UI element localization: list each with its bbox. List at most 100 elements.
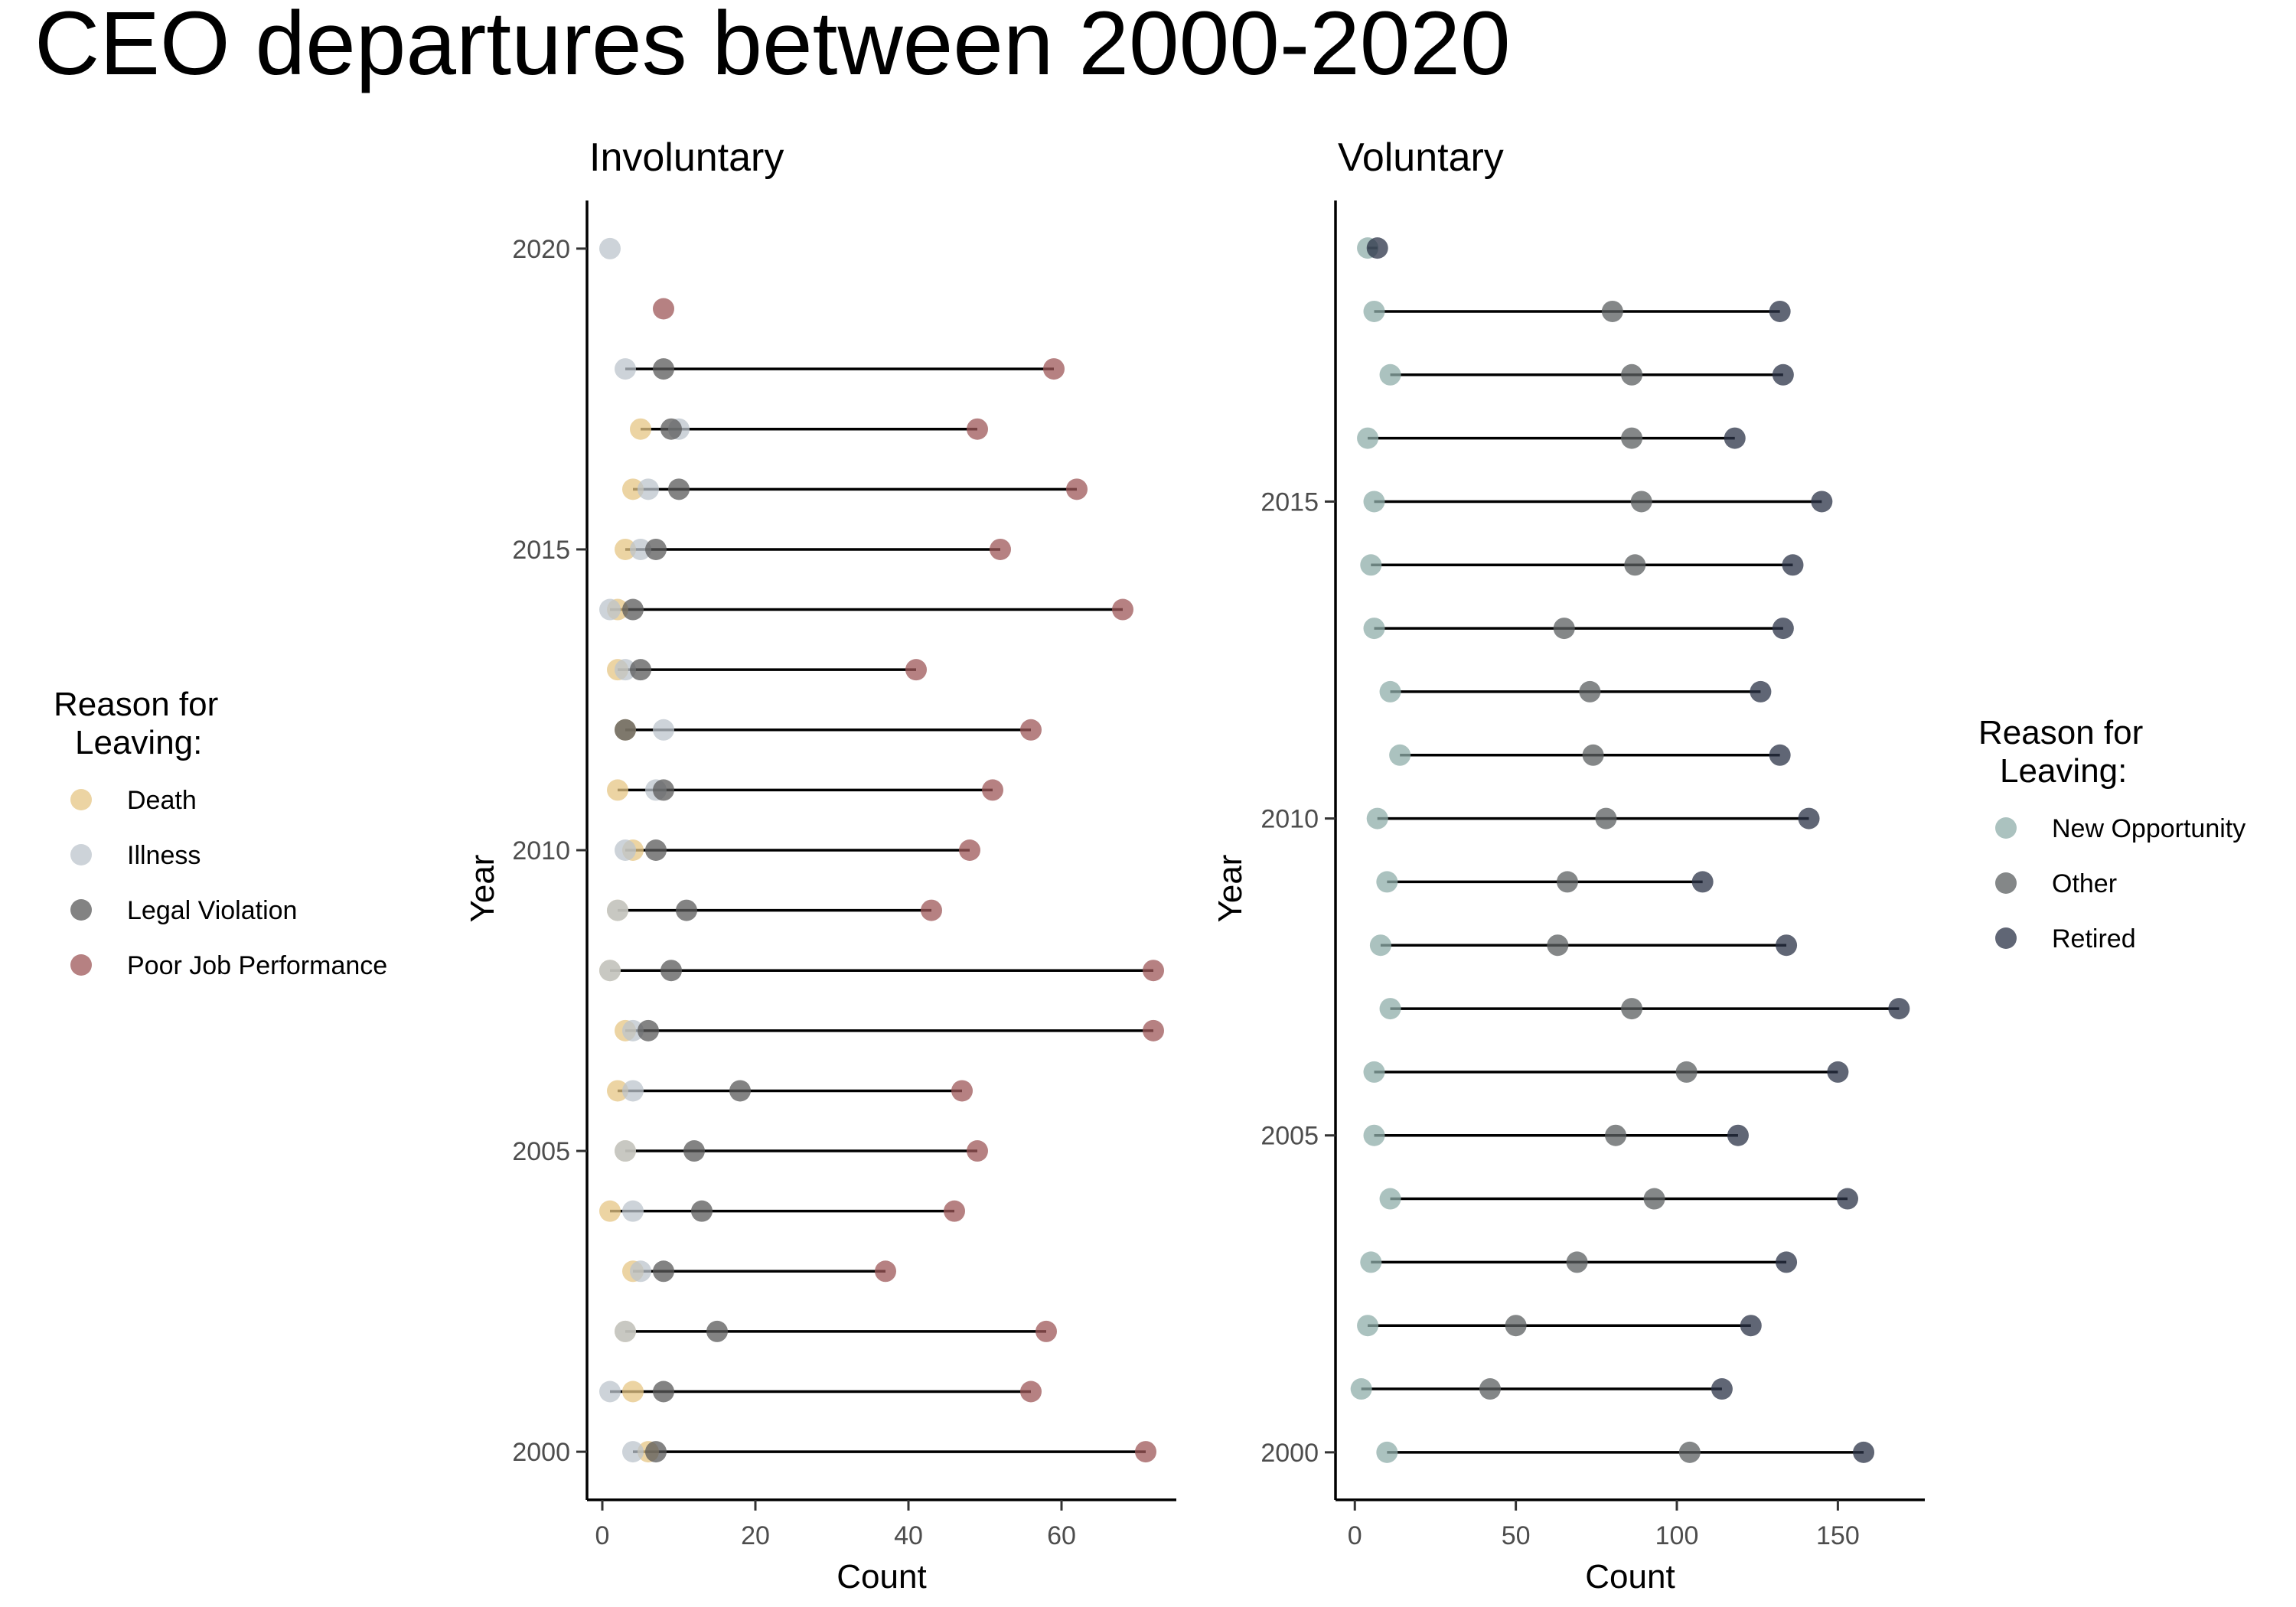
y-tick-label: 2010: [512, 836, 570, 865]
data-point-illness-2010: [615, 839, 636, 861]
y-tick-label: 2015: [1261, 487, 1319, 517]
legend-title-line: Reason for: [1978, 714, 2143, 751]
data-point-illness-2004: [622, 1200, 644, 1222]
data-point-poor-job-performance-2005: [967, 1140, 988, 1162]
series-poor-job-performance: [653, 298, 1164, 1463]
data-point-legal-violation-2016: [668, 478, 690, 500]
legend-label-new-opportunity: New Opportunity: [2052, 814, 2245, 843]
data-point-legal-violation-2010: [645, 839, 667, 861]
data-point-poor-job-performance-2013: [905, 659, 927, 681]
data-point-legal-violation-2006: [729, 1080, 751, 1102]
data-point-other-2009: [1556, 871, 1578, 893]
data-point-other-2015: [1630, 491, 1652, 513]
legend-title-line: Leaving:: [2000, 752, 2127, 790]
data-point-poor-job-performance-2001: [1020, 1380, 1042, 1403]
legend-swatch-illness: [70, 844, 92, 865]
data-point-retired-2004: [1837, 1188, 1859, 1210]
data-point-new-opportunity-2005: [1363, 1124, 1385, 1146]
data-point-poor-job-performance-2004: [944, 1200, 965, 1222]
data-point-retired-2007: [1888, 998, 1910, 1020]
y-axis-label: Year: [1212, 855, 1249, 923]
data-point-other-2013: [1553, 618, 1575, 640]
data-point-other-2006: [1675, 1061, 1698, 1083]
data-point-new-opportunity-2003: [1360, 1251, 1382, 1273]
y-axis-label: Year: [464, 855, 501, 923]
data-point-poor-job-performance-2002: [1035, 1320, 1057, 1342]
legend-swatch-legal-violation: [70, 899, 92, 921]
data-point-illness-2018: [615, 358, 636, 380]
data-point-poor-job-performance-2009: [921, 899, 942, 921]
data-point-retired-2001: [1711, 1378, 1733, 1400]
legend-swatch-poor-job-performance: [70, 954, 92, 976]
x-tick-label: 40: [894, 1521, 923, 1550]
data-point-retired-2017: [1772, 363, 1794, 386]
data-point-new-opportunity-2001: [1350, 1378, 1372, 1400]
data-point-death-2011: [607, 779, 628, 801]
data-point-illness-2003: [630, 1260, 651, 1283]
data-point-illness-2015: [630, 538, 651, 560]
data-point-poor-job-performance-2019: [653, 298, 674, 320]
x-tick-label: 60: [1047, 1521, 1076, 1550]
series-new-opportunity: [1350, 237, 1411, 1463]
data-point-poor-job-performance-2008: [1143, 960, 1164, 982]
data-point-new-opportunity-2010: [1366, 807, 1388, 830]
data-point-retired-2018: [1769, 300, 1791, 322]
data-point-new-opportunity-2008: [1369, 934, 1391, 957]
series-other: [1479, 300, 1701, 1463]
legend-swatch-death: [70, 789, 92, 810]
data-point-new-opportunity-2009: [1376, 871, 1398, 893]
y-tick-label: 2000: [1261, 1439, 1319, 1468]
data-point-illness-2020: [599, 237, 621, 259]
y-tick-label: 2020: [512, 235, 570, 264]
data-point-poor-job-performance-2006: [951, 1080, 973, 1102]
data-point-legal-violation-2015: [645, 538, 667, 560]
data-point-new-opportunity-2016: [1357, 427, 1379, 449]
data-point-retired-2005: [1727, 1124, 1749, 1146]
data-point-other-2012: [1579, 680, 1601, 702]
data-point-poor-job-performance-2015: [990, 538, 1011, 560]
data-point-legal-violation-2012: [615, 719, 636, 741]
data-point-retired-2015: [1811, 491, 1833, 513]
data-point-legal-violation-2002: [706, 1320, 728, 1342]
data-point-retired-2012: [1750, 680, 1772, 702]
data-point-poor-job-performance-2012: [1020, 719, 1042, 741]
data-point-legal-violation-2001: [653, 1380, 674, 1403]
y-tick-label: 2005: [512, 1137, 570, 1166]
legend-title-line: Leaving:: [75, 724, 202, 761]
data-point-retired-2000: [1853, 1441, 1875, 1463]
data-point-death-2015: [615, 538, 636, 560]
x-tick-label: 0: [595, 1521, 610, 1550]
x-tick-label: 100: [1655, 1521, 1699, 1550]
data-point-legal-violation-2005: [683, 1140, 705, 1162]
data-point-legal-violation-2000: [645, 1441, 667, 1463]
data-point-other-2004: [1643, 1188, 1665, 1210]
data-point-other-2016: [1621, 427, 1643, 449]
legend-label-illness: Illness: [127, 841, 201, 870]
data-point-new-opportunity-2015: [1363, 491, 1385, 513]
data-point-other-2000: [1678, 1441, 1701, 1463]
data-point-legal-violation-2008: [660, 960, 682, 982]
data-point-new-opportunity-2013: [1363, 618, 1385, 640]
panel-voluntary: Voluntary 0 50 100 150 2000 2005 2010 2015 Count Y…: [1212, 135, 2245, 1596]
data-point-retired-2009: [1691, 871, 1714, 893]
data-point-illness-2006: [622, 1080, 644, 1102]
legend-label-legal-violation: Legal Violation: [127, 896, 297, 925]
x-tick-label: 20: [741, 1521, 770, 1550]
legend-label-other: Other: [2052, 869, 2117, 898]
legend-label-poor-job-performance: Poor Job Performance: [127, 951, 387, 980]
data-point-poor-job-performance-2000: [1135, 1441, 1156, 1463]
data-point-poor-job-performance-2017: [967, 418, 988, 440]
data-point-poor-job-performance-2018: [1043, 358, 1065, 380]
data-point-illness-2005: [615, 1140, 636, 1162]
data-point-legal-violation-2007: [638, 1019, 659, 1041]
data-point-poor-job-performance-2011: [982, 779, 1003, 801]
data-point-new-opportunity-2002: [1357, 1315, 1379, 1337]
data-point-new-opportunity-2007: [1379, 998, 1401, 1020]
data-point-new-opportunity-2004: [1379, 1188, 1401, 1210]
data-point-legal-violation-2014: [622, 598, 644, 621]
data-point-poor-job-performance-2007: [1143, 1019, 1164, 1041]
y-tick-label: 2005: [1261, 1122, 1319, 1151]
chart-title: CEO departures between 2000-2020: [34, 0, 1511, 94]
